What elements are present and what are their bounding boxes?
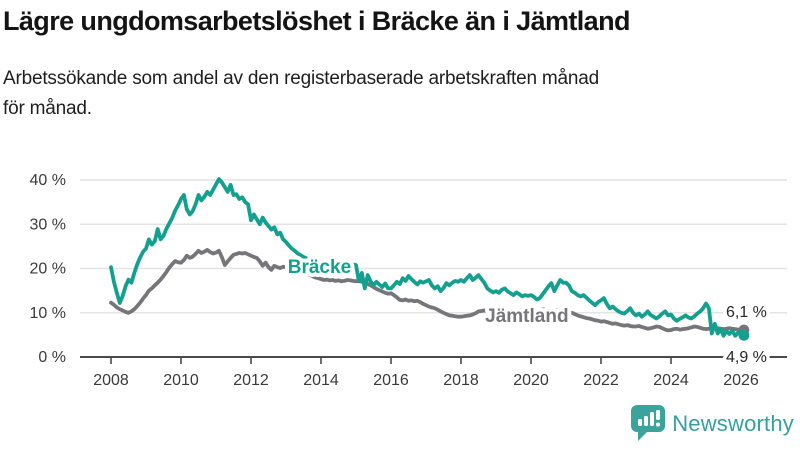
x-tick-label: 2008 bbox=[93, 372, 129, 389]
y-tick-label: 20 % bbox=[30, 261, 66, 278]
page-title: Lägre ungdomsarbetslöshet i Bräcke än i … bbox=[3, 6, 630, 36]
subtitle-line-2: för månad. bbox=[3, 98, 92, 119]
x-tick-label: 2016 bbox=[373, 372, 409, 389]
bräcke-series-label: Bräcke bbox=[288, 257, 351, 278]
bräcke-series-label: Bräcke bbox=[288, 257, 351, 278]
y-tick-label: 30 % bbox=[30, 216, 66, 233]
y-tick-label: 40 % bbox=[30, 172, 66, 189]
jämtland-end-value-label: 6,1 % bbox=[726, 304, 767, 321]
x-tick-label: 2020 bbox=[513, 372, 549, 389]
y-tick-label: 10 % bbox=[30, 305, 66, 322]
jämtland-series-label: Jämtland bbox=[485, 306, 568, 327]
jämtland-end-value-label: 6,1 % bbox=[726, 304, 767, 321]
x-tick-label: 2012 bbox=[233, 372, 269, 389]
bräcke-line bbox=[109, 177, 746, 338]
x-tick-label: 2024 bbox=[653, 372, 689, 389]
page-subtitle: Arbetssökande som andel av den registerb… bbox=[3, 64, 793, 124]
x-tick-label: 2022 bbox=[583, 372, 619, 389]
bräcke-end-value-label: 4,9 % bbox=[726, 349, 767, 366]
unemployment-line-chart: 2008 2010 2012 2014 2016 2018 2020 2022 2024 2026… bbox=[30, 172, 787, 389]
bräcke-end-value-label: 4,9 % bbox=[726, 349, 767, 366]
subtitle-line-1: Arbetssökande som andel av den registerb… bbox=[3, 68, 600, 89]
jämtland-series-label: Jämtland bbox=[485, 306, 568, 327]
bräcke-end-dot bbox=[738, 329, 750, 341]
newsworthy-bubble-barchart-icon bbox=[631, 405, 666, 441]
brand-name: Newsworthy bbox=[672, 411, 794, 436]
jämtland-line bbox=[109, 248, 746, 333]
x-tick-label: 2014 bbox=[303, 372, 339, 389]
x-tick-label: 2026 bbox=[723, 372, 759, 389]
y-tick-label: 0 % bbox=[38, 349, 66, 366]
newsworthy-logo: Newsworthy bbox=[631, 405, 794, 443]
x-tick-label: 2018 bbox=[443, 372, 479, 389]
x-tick-label: 2010 bbox=[163, 372, 199, 389]
